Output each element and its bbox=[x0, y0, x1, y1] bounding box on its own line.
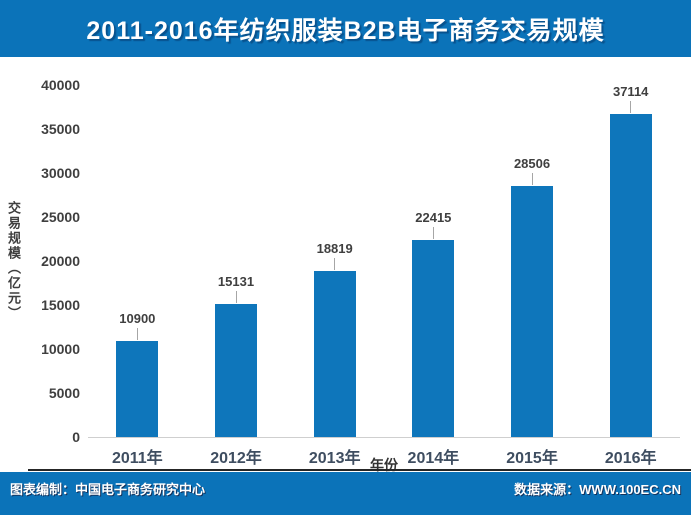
label-leader-line bbox=[432, 226, 434, 239]
x-tick-label: 2015年 bbox=[506, 450, 558, 467]
label-leader-line bbox=[531, 173, 533, 186]
bar-value-label: 28506 bbox=[513, 156, 551, 172]
y-tick-label: 35000 bbox=[41, 121, 80, 137]
bar-group: 15131 bbox=[187, 85, 286, 437]
x-axis-labels: 2011年 2012年 2013年 2014年 2015年 2016年 bbox=[88, 444, 680, 468]
x-axis-line bbox=[88, 437, 680, 438]
chart-title: 2011-2016年纺织服装B2B电子商务交易规模 bbox=[86, 16, 605, 45]
bar-group: 22415 bbox=[384, 85, 483, 437]
bar-group: 37114 bbox=[581, 85, 680, 437]
bar bbox=[116, 341, 159, 437]
label-leader-line bbox=[334, 258, 336, 271]
x-tick-label: 2011年 bbox=[111, 450, 163, 467]
bar-group: 28506 bbox=[483, 85, 582, 437]
bar bbox=[511, 186, 554, 437]
y-tick-label: 15000 bbox=[41, 297, 80, 313]
x-tick-label: 2016年 bbox=[604, 450, 657, 467]
footer-source: 数据来源：WWW.100EC.CN bbox=[514, 482, 681, 497]
y-axis-title: 交易规模（亿元） bbox=[6, 201, 21, 321]
y-tick-label: 25000 bbox=[41, 209, 80, 225]
bar-value-label: 18819 bbox=[316, 241, 353, 257]
y-tick-label: 5000 bbox=[48, 385, 80, 401]
x-tick-label: 2014年 bbox=[407, 450, 460, 467]
bar bbox=[215, 303, 257, 437]
label-leader-line bbox=[136, 328, 138, 341]
bar-value-label: 15131 bbox=[217, 273, 255, 289]
y-axis-ticks: 0 5000 10000 15000 20000 25000 30000 35000 40000 bbox=[0, 77, 80, 445]
footer-bar: 图表编制：中国电子商务研究中心 数据来源：WWW.100EC.CN bbox=[0, 472, 691, 515]
y-tick-label: 20000 bbox=[41, 253, 80, 269]
bar-value-label: 37114 bbox=[612, 84, 649, 99]
chart-area: 交易规模（亿元） 0 5000 10000 15000 20000 25000 30000 3… bbox=[0, 57, 691, 473]
bar bbox=[313, 271, 356, 437]
x-tick-label: 2012年 bbox=[210, 450, 262, 467]
y-tick-label: 10000 bbox=[41, 341, 80, 357]
bar-value-label: 10900 bbox=[119, 311, 156, 327]
footer-credit: 图表编制：中国电子商务研究中心 bbox=[10, 482, 206, 497]
y-tick-label: 40000 bbox=[41, 77, 80, 93]
bar-group: 10900 bbox=[88, 85, 187, 437]
y-tick-label: 0 bbox=[72, 429, 80, 445]
x-tick-label: 2013年 bbox=[308, 450, 361, 467]
plot-area: 10900 15131 18819 22415 28506 37114 bbox=[88, 85, 680, 437]
label-leader-line bbox=[630, 101, 632, 113]
bar-group: 18819 bbox=[285, 85, 384, 437]
bar-value-label: 22415 bbox=[415, 209, 452, 225]
bar bbox=[609, 113, 652, 437]
label-leader-line bbox=[235, 290, 237, 303]
y-tick-label: 30000 bbox=[41, 165, 80, 181]
bar bbox=[412, 239, 455, 437]
title-bar: 2011-2016年纺织服装B2B电子商务交易规模 bbox=[0, 0, 691, 57]
footer-separator-line bbox=[28, 469, 691, 471]
